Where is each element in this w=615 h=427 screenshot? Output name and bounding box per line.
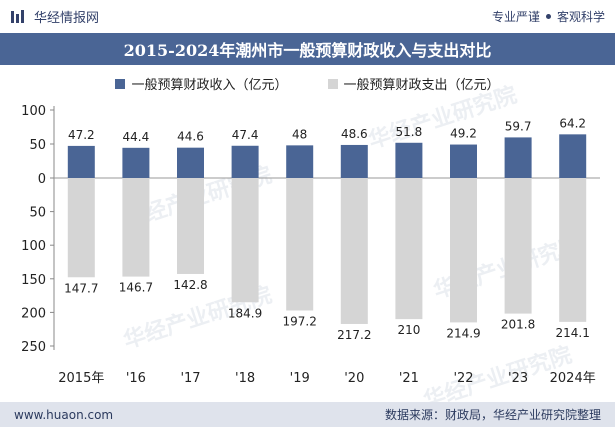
income-data-label: 44.4 xyxy=(123,130,150,144)
x-category-label: '18 xyxy=(235,371,255,386)
expense-bar xyxy=(67,178,95,278)
slogan-tag-2: 客观科学 xyxy=(556,10,605,24)
expense-bar xyxy=(286,178,314,311)
expense-bar xyxy=(395,178,423,320)
expense-bar xyxy=(177,178,204,274)
x-category-label: '19 xyxy=(290,371,310,386)
bullet-icon xyxy=(545,14,551,19)
expense-data-label: 147.7 xyxy=(64,281,98,295)
x-category-label: '20 xyxy=(344,371,364,386)
income-data-label: 49.2 xyxy=(450,127,477,141)
income-bar xyxy=(395,142,423,178)
footer: www.huaon.com 数据来源：财政局，华经产业研究院整理 xyxy=(0,402,615,427)
y-tick-label: 200 xyxy=(21,306,46,321)
income-data-label: 47.2 xyxy=(68,128,95,142)
expense-data-label: 197.2 xyxy=(283,315,317,329)
income-bar xyxy=(340,144,368,178)
income-bar xyxy=(286,145,314,178)
expense-bar xyxy=(450,178,477,323)
income-data-label: 51.8 xyxy=(396,125,423,139)
expense-data-label: 146.7 xyxy=(119,281,153,295)
expense-data-label: 142.8 xyxy=(173,278,207,292)
legend-label-expense: 一般预算财政支出（亿元） xyxy=(343,78,500,93)
footer-source: 数据来源：财政局，华经产业研究院整理 xyxy=(384,408,601,422)
brand-logo-icon xyxy=(11,9,24,23)
x-category-label: '21 xyxy=(399,371,419,386)
income-bar xyxy=(231,145,259,178)
y-tick-label: 50 xyxy=(29,206,46,221)
brand: 华经情报网 xyxy=(10,7,99,26)
top-bar: 华经情报网 专业严谨 客观科学 xyxy=(0,0,615,33)
income-bar xyxy=(67,145,95,178)
y-tick-label: 250 xyxy=(21,340,46,355)
x-category-label: 2015年 xyxy=(58,371,104,386)
y-tick-label: 100 xyxy=(21,104,46,119)
chart-legend: 一般预算财政收入（亿元） 一般预算财政支出（亿元） xyxy=(0,74,615,93)
income-bar xyxy=(450,144,477,178)
expense-bar xyxy=(559,178,587,322)
legend-label-income: 一般预算财政收入（亿元） xyxy=(131,78,288,93)
income-data-label: 48 xyxy=(292,127,307,141)
income-bar xyxy=(559,134,587,178)
expense-data-label: 184.9 xyxy=(228,306,262,320)
slogan: 专业严谨 客观科学 xyxy=(492,8,605,25)
brand-name: 华经情报网 xyxy=(34,11,100,26)
chart-title: 2015-2024年潮州市一般预算财政收入与支出对比 xyxy=(123,41,492,60)
income-bar xyxy=(504,137,532,178)
y-tick-label: 50 xyxy=(29,138,46,153)
expense-bar xyxy=(504,178,532,314)
expense-data-label: 201.8 xyxy=(501,318,535,332)
expense-bar xyxy=(231,178,259,303)
y-tick-label: 0 xyxy=(38,172,46,187)
x-category-label: '22 xyxy=(453,371,473,386)
income-data-label: 47.4 xyxy=(232,128,259,142)
expense-data-label: 210 xyxy=(397,323,420,337)
expense-data-label: 214.1 xyxy=(556,326,590,340)
legend-swatch-income xyxy=(115,78,126,89)
legend-swatch-expense xyxy=(327,78,338,89)
expense-data-label: 217.2 xyxy=(337,328,371,342)
expense-bar xyxy=(122,178,150,277)
income-data-label: 64.2 xyxy=(559,116,586,130)
income-bar xyxy=(122,147,150,178)
y-tick-label: 150 xyxy=(21,273,46,288)
income-data-label: 48.6 xyxy=(341,127,368,141)
title-band: 2015-2024年潮州市一般预算财政收入与支出对比 xyxy=(0,33,615,65)
slogan-tag-1: 专业严谨 xyxy=(491,10,540,24)
expense-bar xyxy=(340,178,368,324)
x-category-label: '16 xyxy=(126,371,146,386)
y-tick-label: 100 xyxy=(21,239,46,254)
x-category-label: '17 xyxy=(180,371,200,386)
income-data-label: 59.7 xyxy=(505,119,532,133)
income-bar xyxy=(177,147,204,178)
x-category-label: 2024年 xyxy=(550,371,596,386)
legend-item-expense: 一般预算财政支出（亿元） xyxy=(327,74,500,93)
income-data-label: 44.6 xyxy=(177,130,204,144)
legend-item-income: 一般预算财政收入（亿元） xyxy=(115,74,288,93)
footer-url: www.huaon.com xyxy=(14,407,114,422)
x-category-label: '23 xyxy=(508,371,528,386)
expense-data-label: 214.9 xyxy=(446,326,480,340)
